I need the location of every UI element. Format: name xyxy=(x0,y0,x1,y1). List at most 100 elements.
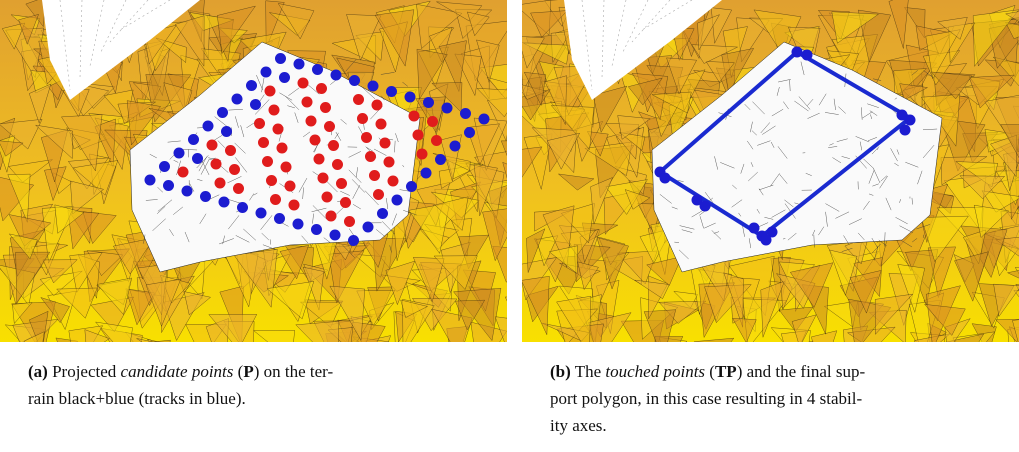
track-point xyxy=(363,222,374,233)
track-point xyxy=(377,208,388,219)
track-point xyxy=(219,197,230,208)
track-point xyxy=(188,134,199,145)
candidate-point xyxy=(314,154,325,165)
candidate-point xyxy=(324,121,335,132)
candidate-point xyxy=(306,116,317,127)
candidate-point xyxy=(320,102,331,113)
candidate-point xyxy=(310,135,321,146)
caption-run: ity axes. xyxy=(550,416,607,435)
track-point xyxy=(237,202,248,213)
caption-run: The xyxy=(571,362,606,381)
candidate-point xyxy=(281,162,292,173)
track-point xyxy=(294,59,305,70)
caption-b: (b) The touched points (TP) and the fina… xyxy=(550,358,865,439)
track-point xyxy=(182,186,193,197)
track-point xyxy=(435,154,446,165)
candidate-point xyxy=(178,167,189,178)
candidate-point xyxy=(233,183,244,194)
caption-run: ) and the final sup- xyxy=(737,362,865,381)
candidate-point xyxy=(265,86,276,97)
candidate-point xyxy=(207,140,218,151)
candidate-point xyxy=(373,189,384,200)
track-point xyxy=(261,67,272,78)
track-point xyxy=(312,64,323,75)
candidate-point xyxy=(285,181,296,192)
caption-run: touched points xyxy=(605,362,705,381)
track-point xyxy=(386,86,397,97)
track-point xyxy=(368,81,379,92)
candidate-point xyxy=(332,159,343,170)
track-point xyxy=(464,127,475,138)
track-point xyxy=(221,126,232,137)
track-point xyxy=(349,75,360,86)
track-point xyxy=(479,114,490,125)
candidate-point xyxy=(254,118,265,129)
candidate-point xyxy=(357,113,368,124)
candidate-point xyxy=(417,149,428,160)
candidate-point xyxy=(336,178,347,189)
candidate-point xyxy=(380,138,391,149)
caption-line: (a) Projected candidate points (P) on th… xyxy=(28,358,333,385)
caption-run: (a) xyxy=(28,362,48,381)
candidate-point xyxy=(361,132,372,143)
track-point xyxy=(331,70,342,81)
track-point xyxy=(279,72,290,83)
track-point xyxy=(145,175,156,186)
track-point xyxy=(159,161,170,172)
candidate-point xyxy=(328,140,339,151)
track-point xyxy=(192,153,203,164)
track-point xyxy=(232,94,243,105)
touched-point xyxy=(900,125,911,136)
candidate-point xyxy=(258,137,269,148)
paper-figure: (a) Projected candidate points (P) on th… xyxy=(0,0,1019,452)
track-point xyxy=(442,103,453,114)
candidate-point xyxy=(340,197,351,208)
track-point xyxy=(330,230,341,241)
track-point xyxy=(246,80,257,91)
caption-line: ity axes. xyxy=(550,412,865,439)
track-point xyxy=(174,148,185,159)
track-point xyxy=(405,92,416,103)
candidate-point xyxy=(270,194,281,205)
candidate-point xyxy=(409,111,420,122)
candidate-point xyxy=(277,143,288,154)
candidate-point xyxy=(365,151,376,162)
candidate-point xyxy=(318,173,329,184)
candidate-point xyxy=(427,116,438,127)
terrain-image-a xyxy=(0,0,507,342)
caption-run: port polygon, in this case resulting in … xyxy=(550,389,862,408)
caption-run: ( xyxy=(705,362,715,381)
touched-point xyxy=(761,235,772,246)
touched-point xyxy=(792,47,803,58)
track-point xyxy=(421,168,432,179)
candidate-point xyxy=(353,94,364,105)
caption-line: (b) The touched points (TP) and the fina… xyxy=(550,358,865,385)
candidate-point xyxy=(229,164,240,175)
candidate-point xyxy=(302,97,313,108)
caption-run: ( xyxy=(233,362,243,381)
track-point xyxy=(423,97,434,108)
track-point xyxy=(250,99,261,110)
candidate-point xyxy=(298,78,309,89)
track-point xyxy=(274,213,285,224)
candidate-point xyxy=(215,178,226,189)
track-point xyxy=(275,53,286,64)
track-point xyxy=(217,107,228,118)
touched-point xyxy=(905,115,916,126)
candidate-point xyxy=(225,145,236,156)
track-point xyxy=(348,235,359,246)
track-point xyxy=(311,224,322,235)
track-point xyxy=(450,141,461,152)
candidate-point xyxy=(273,124,284,135)
candidate-point xyxy=(316,83,327,94)
caption-run: ) on the ter- xyxy=(254,362,333,381)
caption-run: Projected xyxy=(48,362,121,381)
candidate-point xyxy=(269,105,280,116)
touched-point xyxy=(660,173,671,184)
terrain-image-b xyxy=(522,0,1019,342)
caption-line: rain black+blue (tracks in blue). xyxy=(28,385,333,412)
caption-line: port polygon, in this case resulting in … xyxy=(550,385,865,412)
candidate-point xyxy=(262,156,273,167)
touched-point xyxy=(749,223,760,234)
track-point xyxy=(460,108,471,119)
